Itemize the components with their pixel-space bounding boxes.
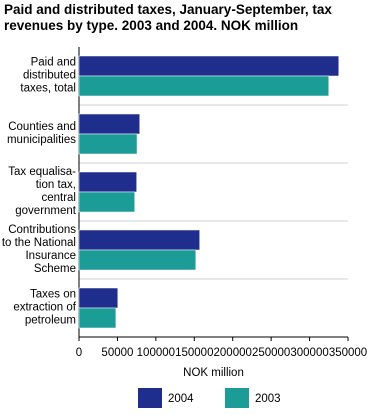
bar — [78, 191, 135, 213]
bar — [78, 75, 330, 97]
bar — [78, 55, 340, 77]
x-tick-label: 300000 — [290, 347, 328, 359]
bar — [78, 229, 200, 251]
x-tick-label: 100000 — [137, 347, 175, 359]
bar — [78, 113, 140, 135]
x-axis-label: NOK million — [183, 367, 244, 379]
y-tick-label: Tax equalisa- tion tax, central governme… — [8, 166, 76, 217]
bar — [78, 249, 197, 271]
y-tick-label: Contributions to the National Insurance … — [1, 224, 76, 275]
x-tick-label: 150000 — [175, 347, 213, 359]
bar — [78, 171, 137, 193]
bar — [78, 307, 117, 329]
y-tick-label: Taxes on extraction of petroleum — [13, 288, 76, 327]
x-tick-label: 250000 — [252, 347, 290, 359]
x-tick-label: 50000 — [101, 347, 133, 359]
x-tick-label: 350000 — [329, 347, 367, 359]
legend-label: 2003 — [255, 393, 281, 405]
legend-label: 2004 — [168, 393, 194, 405]
legend-swatch — [225, 388, 249, 408]
x-tick-label: 0 — [76, 347, 82, 359]
bar — [78, 133, 138, 155]
y-tick-label: Counties and municipalities — [6, 121, 76, 146]
chart-title: Paid and distributed taxes, January-Sept… — [4, 2, 332, 33]
x-tick-label: 200000 — [214, 347, 252, 359]
y-tick-label: Paid and distributed taxes, total — [20, 56, 76, 95]
bar — [78, 287, 119, 309]
legend-swatch — [138, 388, 162, 408]
